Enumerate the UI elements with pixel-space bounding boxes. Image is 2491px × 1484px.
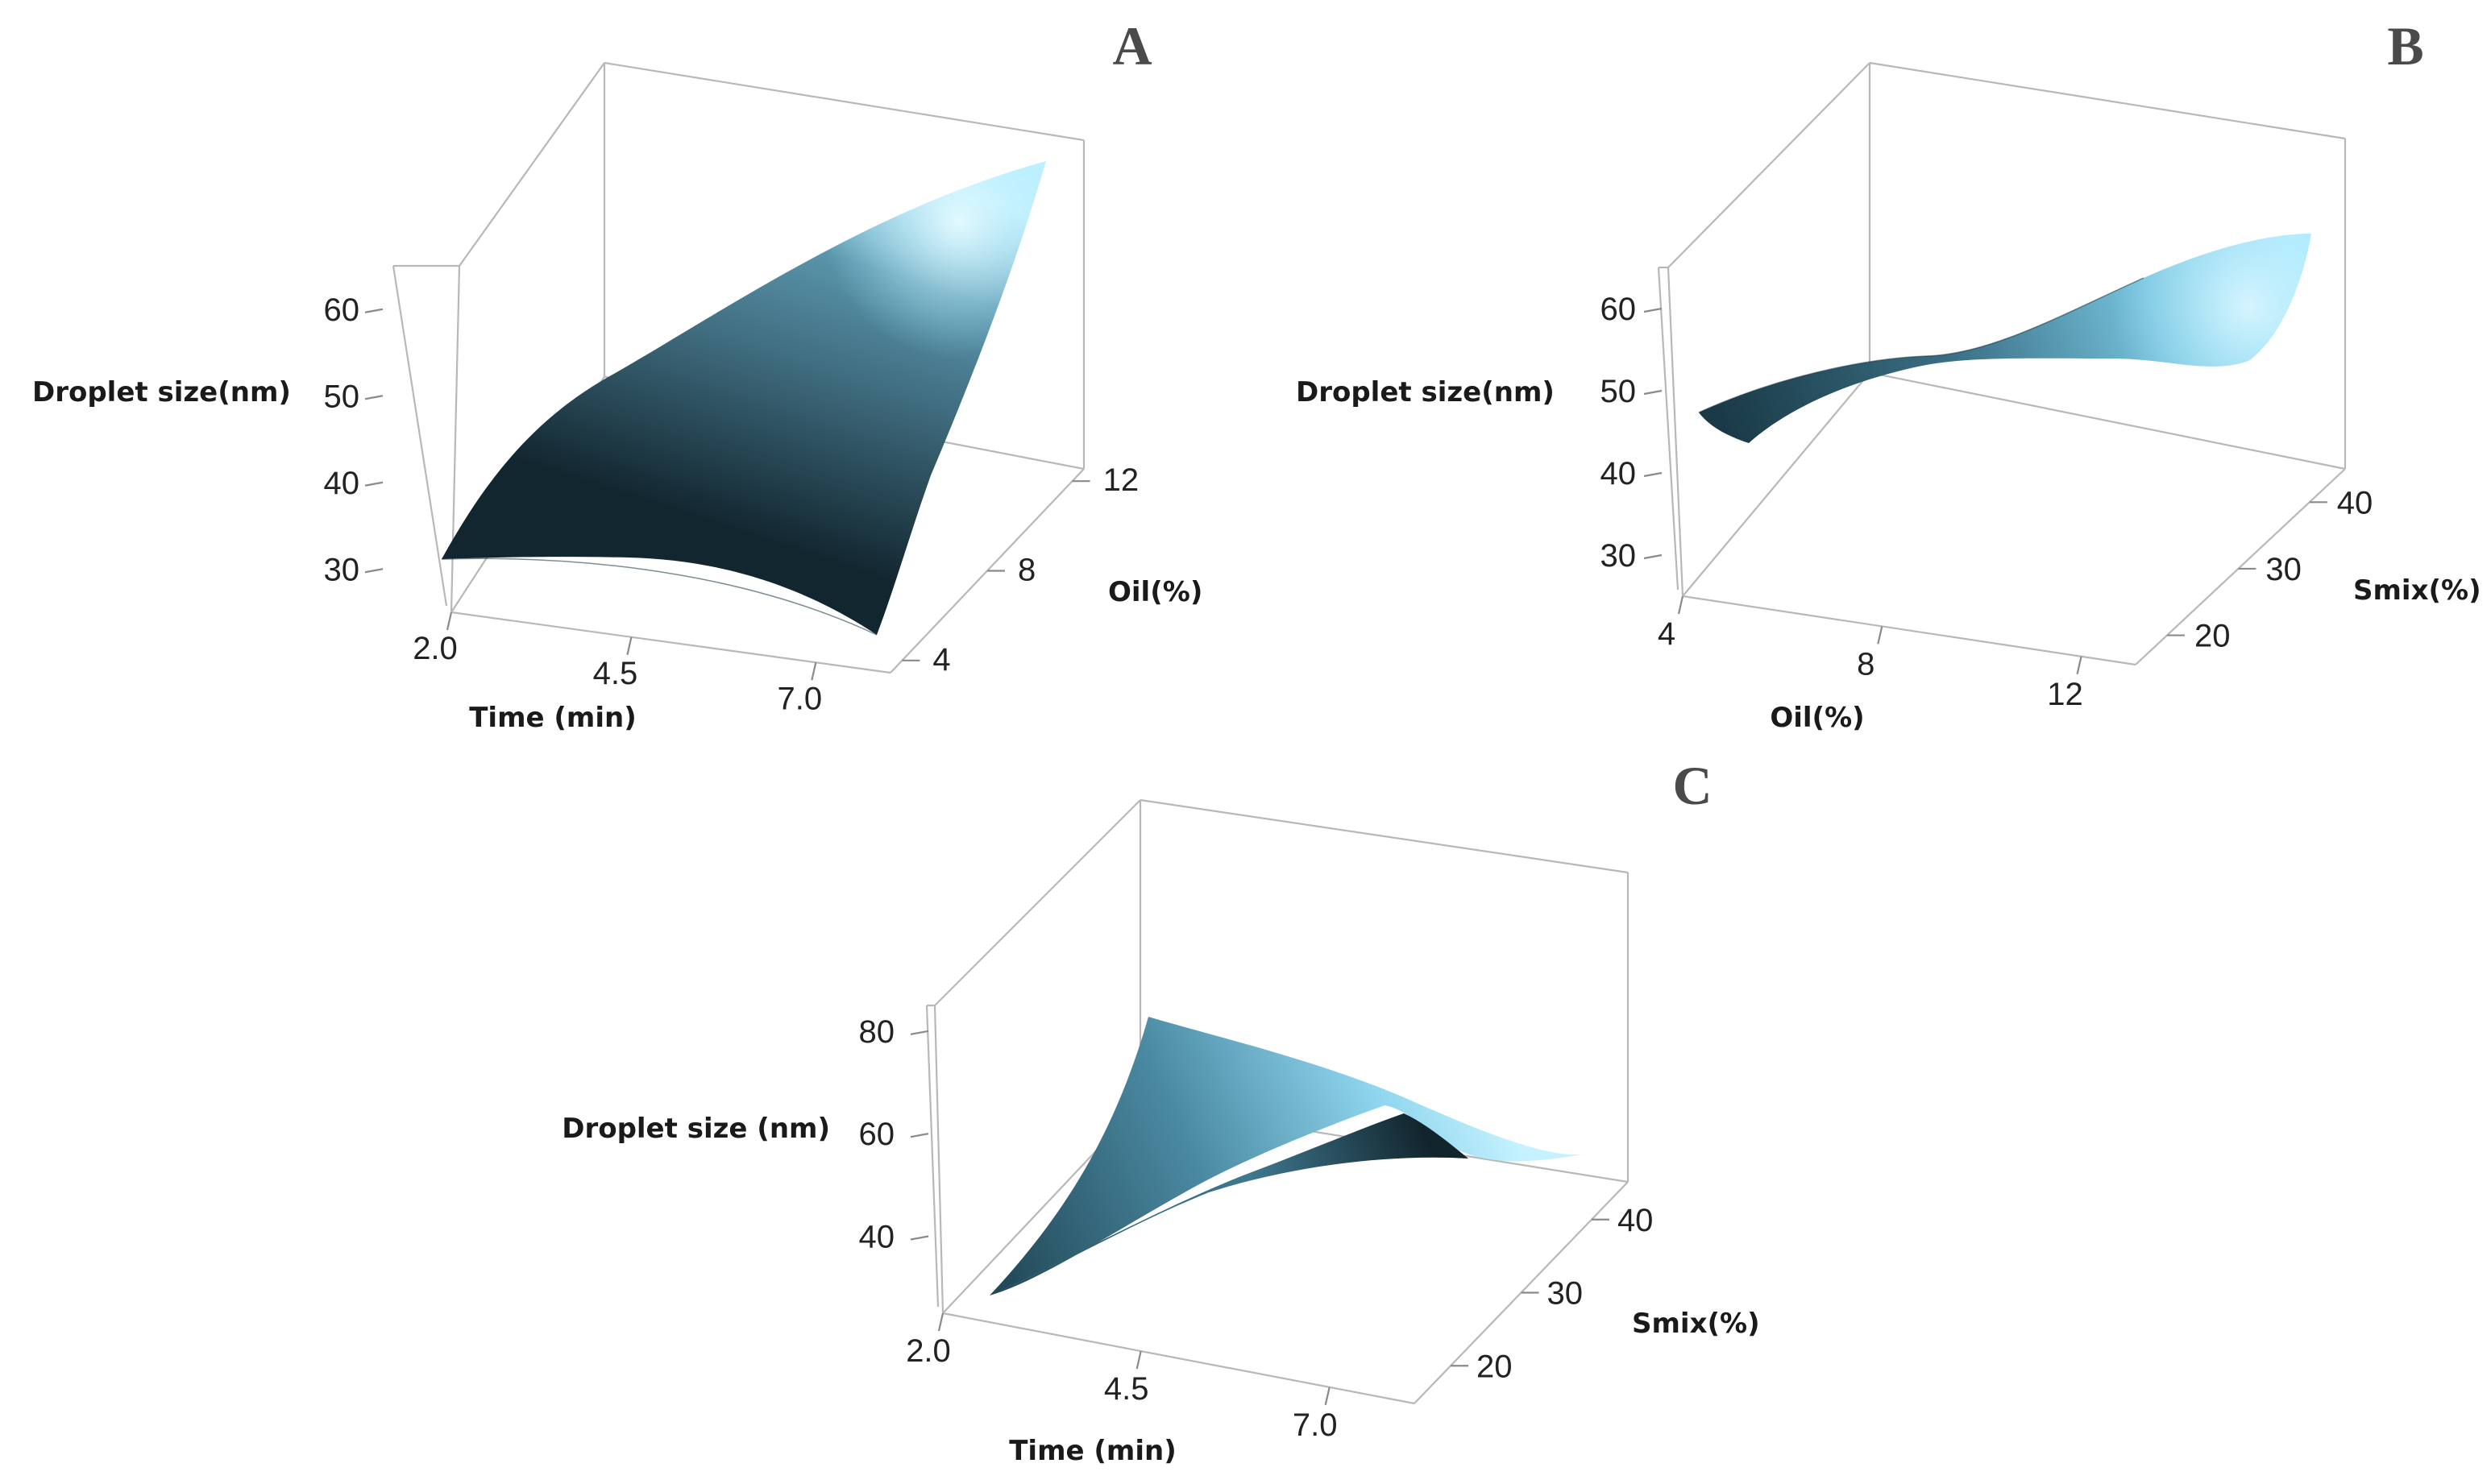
panel-a-z-tick-label: 40 — [324, 466, 360, 501]
panel-c-z-axis-title: Droplet size (nm) — [562, 1113, 830, 1145]
panel-b-surface-edge — [1698, 277, 2144, 413]
panel-c-frame-line — [934, 799, 1141, 1006]
panel-a-z-tick-label: 60 — [324, 292, 360, 328]
panel-b-x-axis-title: Oil(%) — [1770, 702, 1864, 734]
panel-a-y-axis-title: Oil(%) — [1108, 576, 1202, 608]
panel-b-y-tick-label: 40 — [2337, 485, 2373, 520]
panel-c-x-tick — [1324, 1387, 1331, 1406]
panel-a-z-tick — [364, 395, 384, 400]
panel-b-y-tick-label: 30 — [2265, 552, 2302, 587]
panel-a-surface-edge — [441, 558, 878, 636]
panel-c-x-tick-label: 4.5 — [1104, 1371, 1149, 1407]
panel-c-y-axis-title: Smix(%) — [1632, 1308, 1760, 1340]
panel-c-chart: 40 60 80 2.0 4.5 7.0 20 30 40 Droplet size (nm) Ti… — [562, 755, 1759, 1467]
panel-b-z-tick — [1643, 389, 1663, 396]
panel-c-z-tick — [910, 1235, 929, 1241]
panel-c-x-tick-label: 2.0 — [906, 1333, 951, 1369]
panel-a-frame-line — [450, 611, 891, 674]
panel-a-z-axis-line — [392, 265, 448, 607]
panel-b-z-tick-label: 60 — [1600, 292, 1637, 327]
panel-b-frame-line — [1869, 61, 2346, 140]
panel-a-frame-line — [604, 61, 1085, 142]
panel-b-frame-line — [1682, 595, 2136, 666]
panel-a-z-axis-title: Droplet size(nm) — [32, 376, 291, 408]
panel-c-frame-line — [933, 1005, 945, 1314]
panel-a-y-tick-label: 8 — [1018, 553, 1036, 588]
panel-a-x-tick-label: 7.0 — [778, 681, 823, 716]
panel-c-surface — [990, 1017, 1588, 1295]
panel-a-z-tick — [364, 308, 384, 313]
panel-b-chart: 30 40 50 60 4 8 12 20 30 40 Droplet size(nm) Oil(%)… — [1296, 15, 2481, 734]
panel-c-y-tick-label: 20 — [1476, 1349, 1513, 1384]
panel-a-x-tick — [626, 636, 633, 655]
panel-c-frame-line — [1140, 798, 1629, 874]
panel-c-z-tick-label: 80 — [859, 1014, 895, 1050]
panel-c-letter: C — [1672, 755, 1712, 816]
panel-a-surface-highlight — [442, 161, 1046, 635]
panel-b-z-tick — [1643, 553, 1663, 560]
panel-c-z-axis-line — [925, 1005, 940, 1308]
panel-b-z-tick-label: 40 — [1600, 456, 1637, 491]
panel-b-x-tick-label: 4 — [1658, 616, 1675, 652]
panel-a-z-tick — [364, 481, 384, 487]
panel-b-z-tick — [1643, 307, 1663, 313]
panel-b-frame-line — [1667, 267, 1684, 597]
panel-c-surface-underside — [990, 1113, 1468, 1295]
panel-b-z-tick-label: 30 — [1600, 538, 1637, 574]
panel-b-z-axis-line — [1657, 267, 1679, 591]
panel-a-z-tick-label: 30 — [324, 552, 360, 587]
panel-c-z-tick — [910, 1030, 929, 1035]
panel-a-chart: 30 40 50 60 2.0 4.5 7.0 4 8 12 Droplet size(nm) Tim… — [32, 15, 1202, 734]
panel-b-x-tick-label: 12 — [2047, 677, 2083, 712]
panel-b-x-tick — [1877, 626, 1883, 645]
panel-a-x-tick-label: 2.0 — [413, 631, 458, 666]
panel-a-x-tick — [446, 611, 453, 631]
panel-b-x-tick — [1677, 595, 1684, 615]
panel-b-y-tick-label: 20 — [2194, 619, 2231, 654]
panel-b-y-axis-title: Smix(%) — [2353, 574, 2481, 607]
panel-c-y-tick-label: 40 — [1617, 1203, 1654, 1238]
panel-a-y-tick-label: 12 — [1103, 462, 1140, 498]
panel-a-frame-line — [450, 265, 461, 613]
panel-b-letter: B — [2387, 15, 2423, 77]
panel-b-frame-line — [1667, 62, 1870, 268]
panel-b-z-tick — [1643, 471, 1663, 478]
panel-c-x-tick-label: 7.0 — [1293, 1407, 1338, 1443]
panel-c-z-tick-label: 60 — [859, 1117, 895, 1152]
panel-a-x-axis-title: Time (min) — [469, 702, 637, 734]
panel-b-z-axis-title: Droplet size(nm) — [1296, 376, 1555, 408]
panel-b-floor-edge — [1869, 371, 2346, 470]
panel-b-floor-edge — [1682, 371, 1870, 597]
panel-c-z-tick — [910, 1133, 929, 1138]
panel-b-z-tick-label: 50 — [1600, 374, 1637, 409]
panel-a-z-tick — [364, 568, 384, 574]
panel-c-x-tick — [937, 1312, 945, 1332]
panel-a-z-tick-label: 50 — [324, 379, 360, 414]
panel-a-x-tick — [811, 662, 817, 681]
panel-a-y-tick-label: 4 — [932, 642, 950, 678]
panel-c-y-tick-label: 30 — [1547, 1276, 1584, 1312]
panel-c-frame-line — [942, 1312, 1415, 1405]
panel-a-letter: A — [1112, 15, 1152, 77]
panel-c-z-tick-label: 40 — [859, 1220, 895, 1255]
panel-b-x-tick — [2076, 656, 2082, 675]
panel-c-x-axis-title: Time (min) — [1009, 1435, 1177, 1467]
panel-a-x-tick-label: 4.5 — [593, 656, 638, 691]
panel-b-x-tick-label: 8 — [1857, 646, 1874, 682]
panel-a-frame-line — [459, 62, 605, 267]
panel-b-surface-highlight — [1699, 234, 2311, 443]
panel-c-x-tick — [1135, 1350, 1142, 1370]
